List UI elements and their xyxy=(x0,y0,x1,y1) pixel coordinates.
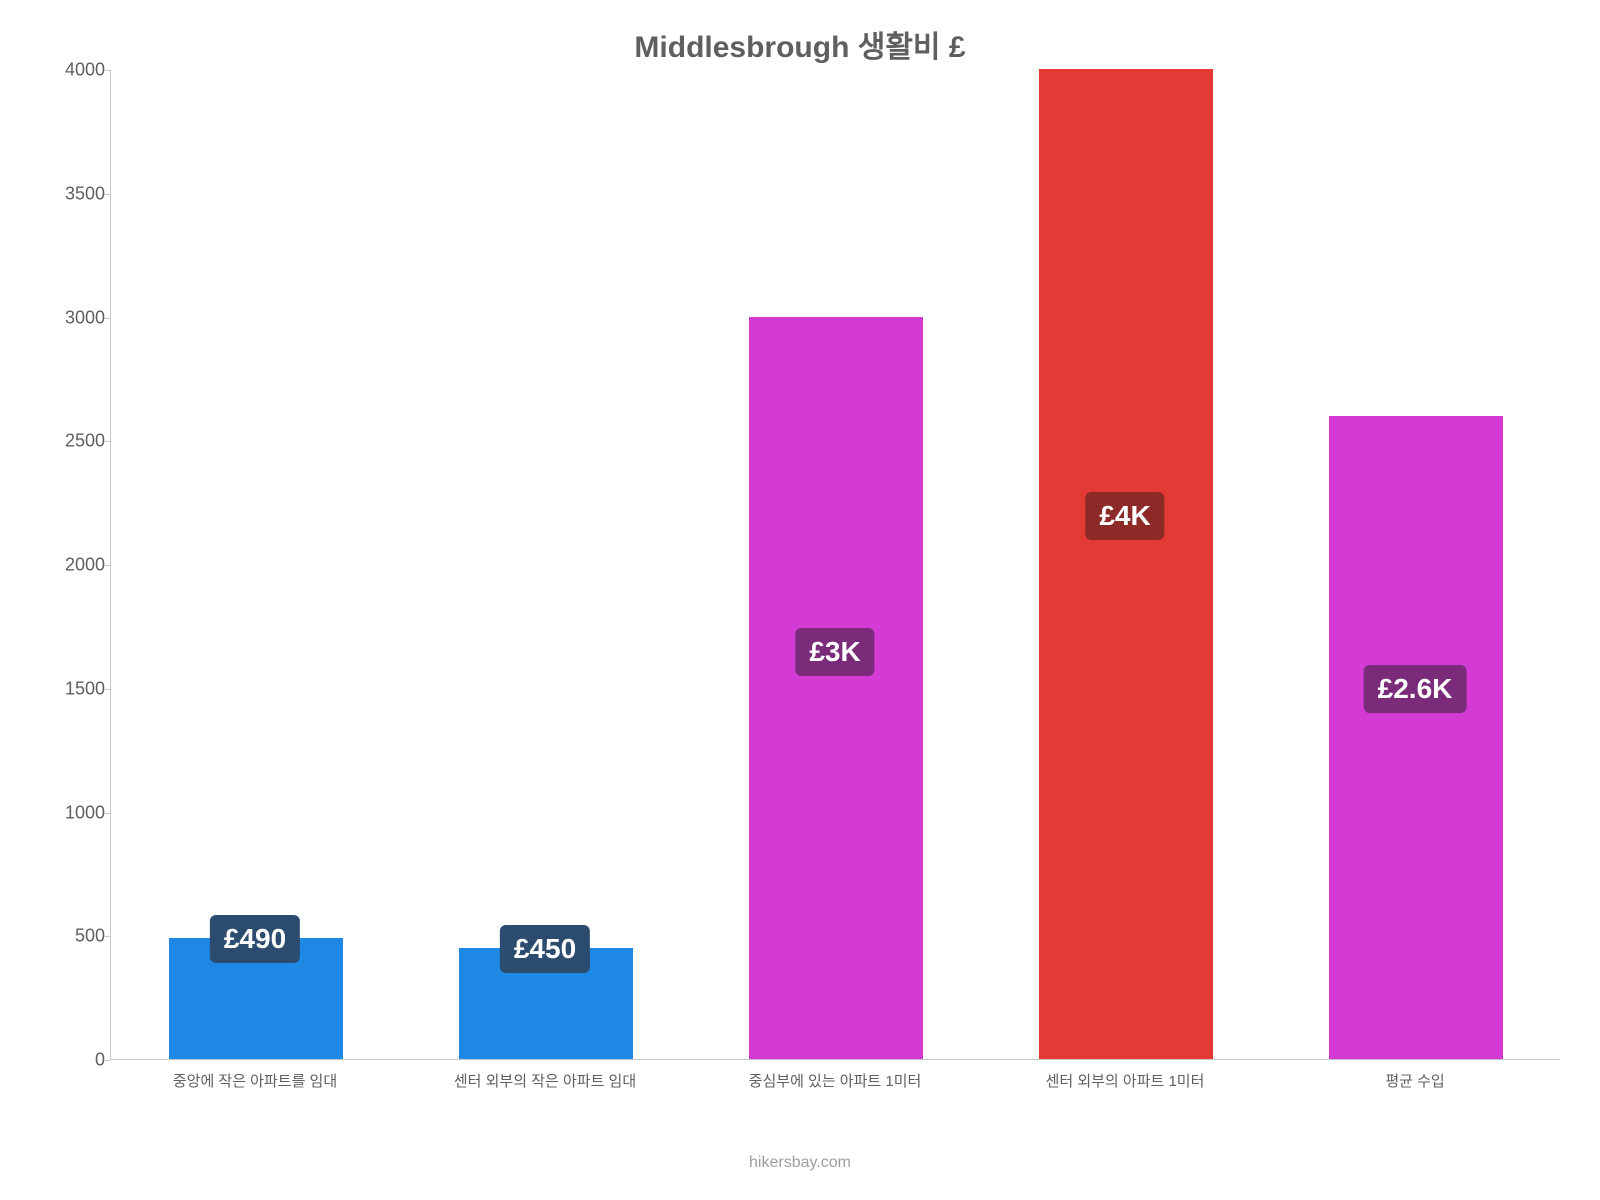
bar xyxy=(1039,69,1213,1059)
plot-area xyxy=(110,70,1560,1060)
x-axis-category-label: 센터 외부의 아파트 1미터 xyxy=(980,1070,1270,1091)
bar-value-label: £4K xyxy=(1085,492,1164,540)
y-axis-tick-label: 3000 xyxy=(50,307,105,328)
y-axis-tick-mark xyxy=(104,441,110,442)
bar-value-label: £2.6K xyxy=(1364,665,1467,713)
y-axis-tick-label: 1500 xyxy=(50,678,105,699)
y-axis-tick-label: 3500 xyxy=(50,183,105,204)
y-axis-tick-mark xyxy=(104,689,110,690)
bar xyxy=(1329,416,1503,1060)
bar-value-label: £3K xyxy=(795,628,874,676)
y-axis-tick-mark xyxy=(104,565,110,566)
x-axis-category-label: 중앙에 작은 아파트를 임대 xyxy=(110,1070,400,1091)
chart-title: Middlesbrough 생활비 £ xyxy=(0,22,1600,66)
y-axis-tick-mark xyxy=(104,70,110,71)
y-axis-tick-mark xyxy=(104,194,110,195)
y-axis-tick-mark xyxy=(104,1060,110,1061)
x-axis-category-label: 평균 수입 xyxy=(1270,1070,1560,1091)
y-axis-tick-label: 2500 xyxy=(50,431,105,452)
cost-of-living-chart: Middlesbrough 생활비 £ hikersbay.com 0 500 10… xyxy=(0,0,1600,1200)
bar xyxy=(749,317,923,1060)
bar-value-label: £450 xyxy=(500,925,590,973)
y-axis-tick-label: 1000 xyxy=(50,802,105,823)
y-axis-tick-label: 0 xyxy=(50,1050,105,1071)
x-axis-category-label: 센터 외부의 작은 아파트 임대 xyxy=(400,1070,690,1091)
y-axis-tick-mark xyxy=(104,936,110,937)
x-axis-category-label: 중심부에 있는 아파트 1미터 xyxy=(690,1070,980,1091)
y-axis-tick-label: 2000 xyxy=(50,555,105,576)
bar-value-label: £490 xyxy=(210,915,300,963)
y-axis-tick-label: 4000 xyxy=(50,60,105,81)
y-axis-tick-label: 500 xyxy=(50,926,105,947)
y-axis-tick-mark xyxy=(104,813,110,814)
y-axis-tick-mark xyxy=(104,318,110,319)
chart-credit: hikersbay.com xyxy=(0,1154,1600,1172)
